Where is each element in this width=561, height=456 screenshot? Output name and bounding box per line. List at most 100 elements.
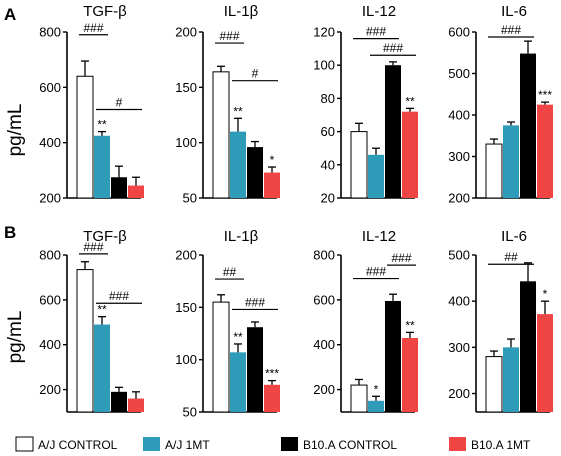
bar-a-j-1mt — [230, 131, 246, 198]
y-tick-label: 50 — [183, 405, 197, 420]
bar-a-j-1mt — [230, 352, 246, 412]
bar-b10-a-control — [385, 65, 401, 198]
legend-swatch-a-j-control — [15, 436, 34, 452]
legend: A/J CONTROL A/J 1MT B10.A CONTROL B10.A 1MT — [15, 436, 531, 452]
y-tick-label: 800 — [39, 25, 61, 40]
significance-star: ** — [405, 318, 415, 332]
significance-star: ** — [97, 118, 107, 132]
significance-star: ** — [233, 104, 243, 118]
chart-title: IL-6 — [501, 3, 527, 20]
bar-b10-a-1mt — [264, 172, 280, 198]
y-tick-label: 150 — [175, 300, 197, 315]
y-tick-label: 600 — [39, 292, 61, 307]
y-tick-label: 800 — [313, 248, 335, 263]
legend-label-a-j-1mt: A/J 1MT — [165, 438, 210, 452]
panel-label-a: A — [4, 5, 16, 24]
comparison-label: ### — [391, 251, 411, 265]
comparison-label: ### — [83, 240, 103, 254]
y-tick-label: 800 — [39, 248, 61, 263]
legend-label-b10-a-1mt: B10.A 1MT — [471, 438, 531, 452]
y-tick-label: 200 — [313, 382, 335, 397]
significance-star: ** — [233, 330, 243, 344]
y-tick-label: 400 — [39, 337, 61, 352]
bar-a-j-1mt — [503, 347, 519, 412]
y-tick-label: 20 — [321, 191, 335, 206]
significance-star: *** — [538, 88, 552, 102]
bar-a-j-control — [485, 356, 503, 413]
y-tick-label: 400 — [448, 294, 470, 309]
y-axis-label-a: pg/mL — [5, 104, 26, 157]
y-tick-label: 200 — [39, 191, 61, 206]
comparison-label: ### — [245, 295, 265, 309]
y-tick-label: 300 — [448, 149, 470, 164]
bar-b10-a-control — [111, 177, 127, 198]
y-tick-label: 400 — [313, 337, 335, 352]
y-tick-label: 200 — [448, 191, 470, 206]
comparison-label: ### — [501, 23, 521, 37]
bar-a-j-control — [350, 384, 368, 413]
bar-b10-a-control — [111, 391, 127, 412]
significance-star: ** — [405, 94, 415, 108]
bar-b10-a-1mt — [537, 314, 553, 412]
chart-panels: TGF-β200400600800**####IL-1β50100150200*… — [39, 3, 553, 420]
y-axis-label-b: pg/mL — [5, 311, 26, 364]
y-tick-label: 600 — [39, 80, 61, 95]
legend-swatch-a-j-1mt — [143, 437, 160, 451]
bar-a-j-control — [350, 131, 368, 199]
y-tick-label: 400 — [39, 135, 61, 150]
chart-title: TGF-β — [83, 3, 127, 20]
bar-a-j-control — [212, 71, 230, 199]
chart-title: IL-12 — [362, 228, 396, 245]
bar-a-j-control — [76, 269, 94, 413]
bar-b10-a-control — [520, 53, 536, 198]
bar-a-j-1mt — [368, 400, 384, 412]
comparison-label: ## — [504, 250, 518, 264]
y-tick-label: 200 — [175, 25, 197, 40]
y-tick-label: 100 — [175, 135, 197, 150]
chart-title: IL-1β — [224, 3, 259, 20]
bar-b10-a-1mt — [402, 111, 418, 198]
y-tick-label: 80 — [321, 91, 335, 106]
chart-b-il-6: IL-6 200 300 400 500 * ## — [448, 228, 553, 413]
y-tick-label: 40 — [321, 157, 335, 172]
y-tick-label: 200 — [175, 248, 197, 263]
significance-star: * — [270, 153, 275, 167]
legend-swatch-b10-a-1mt — [449, 437, 466, 451]
chart-title: IL-6 — [501, 228, 527, 245]
bar-b10-a-1mt — [537, 104, 553, 198]
chart-title: IL-12 — [362, 3, 396, 20]
comparison-label: ### — [366, 265, 386, 279]
bar-b10-a-1mt — [128, 398, 144, 412]
bar-a-j-1mt — [368, 154, 384, 198]
bar-a-j-1mt — [94, 324, 110, 412]
comparison-label: ### — [109, 289, 129, 303]
significance-star: *** — [265, 367, 279, 381]
y-tick-label: 150 — [175, 80, 197, 95]
bar-b10-a-control — [520, 281, 536, 412]
chart-a-il-6: IL-6 200 300 400 500 600 *** ### — [448, 3, 553, 206]
y-tick-label: 120 — [313, 25, 335, 40]
legend-label-b10-a-control: B10.A CONTROL — [303, 438, 397, 452]
comparison-label: # — [252, 67, 259, 81]
significance-star: * — [543, 287, 548, 301]
y-tick-label: 500 — [448, 248, 470, 263]
bar-b10-a-control — [247, 147, 263, 198]
legend-swatch-b10-a-control — [281, 437, 298, 451]
y-tick-label: 500 — [448, 66, 470, 81]
y-tick-label: 200 — [448, 386, 470, 401]
comparison-label: ### — [366, 25, 386, 39]
y-tick-label: 200 — [39, 382, 61, 397]
panel-label-b: B — [4, 223, 16, 242]
bar-a-j-control — [212, 301, 230, 413]
chart-title: TGF-β — [83, 228, 127, 245]
legend-label-a-j-control: A/J CONTROL — [38, 438, 118, 452]
comparison-label: ## — [223, 265, 237, 279]
y-tick-label: 600 — [313, 292, 335, 307]
chart-title: IL-1β — [224, 228, 259, 245]
bar-b10-a-control — [385, 300, 401, 412]
